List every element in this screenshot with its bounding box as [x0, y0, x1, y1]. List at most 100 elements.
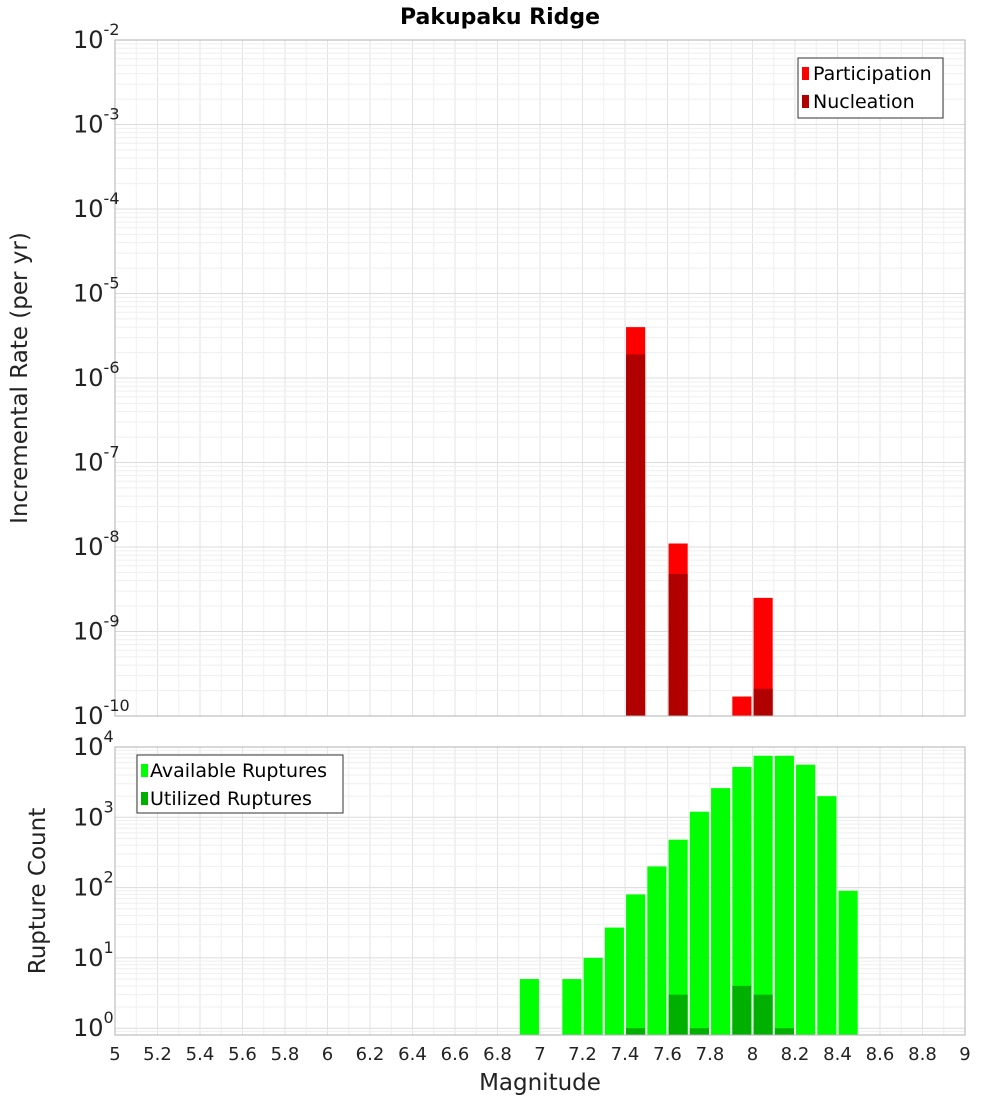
rate-legend-box	[797, 57, 944, 119]
rate-bar-series1	[732, 696, 752, 716]
count-bar-series1	[583, 957, 603, 1035]
x-tick-label: 8	[747, 1044, 758, 1065]
x-tick-label: 7.4	[611, 1044, 640, 1065]
rate-y-tick-label: 10-8	[73, 527, 120, 561]
tick-exponent: -7	[104, 443, 120, 462]
tick-base: 10	[73, 874, 104, 902]
count-bar-series2	[732, 985, 752, 1035]
legend-swatch-nucleation	[802, 95, 809, 108]
tick-exponent: -5	[104, 274, 120, 293]
x-axis-label: Magnitude	[479, 1070, 601, 1096]
x-tick-label: 5	[109, 1044, 120, 1065]
count-bar-series1	[838, 890, 858, 1035]
rate-y-tick-label: 10-9	[73, 612, 120, 646]
count-y-tick-label: 104	[73, 727, 114, 761]
tick-base: 10	[73, 533, 104, 561]
tick-exponent: -3	[104, 105, 120, 124]
count-bar-series1	[711, 788, 731, 1035]
tick-base: 10	[73, 944, 104, 972]
x-tick-label: 7	[534, 1044, 545, 1065]
count-bar-series1	[562, 979, 582, 1035]
rate-legend: Participation Nucleation	[797, 57, 944, 119]
count-bar-series1	[604, 927, 624, 1035]
x-tick-label: 5.4	[186, 1044, 215, 1065]
count-y-tick-label: 103	[73, 797, 114, 831]
tick-exponent: -4	[104, 189, 120, 208]
count-bar-series1	[519, 979, 539, 1035]
tick-exponent: 3	[104, 797, 114, 816]
count-bar-series1	[689, 811, 709, 1035]
tick-exponent: -8	[104, 527, 120, 546]
x-tick-label: 6.4	[398, 1044, 427, 1065]
tick-base: 10	[73, 195, 104, 223]
rate-bar-series2	[626, 354, 646, 716]
legend-label-nucleation: Nucleation	[813, 91, 915, 113]
x-tick-label: 6	[322, 1044, 333, 1065]
tick-exponent: -9	[104, 612, 120, 631]
tick-base: 10	[73, 364, 104, 392]
legend-label-participation: Participation	[813, 63, 932, 85]
count-x-ticks: 5 5.2 5.4 5.6 5.8 6 6.2 6.4 6.6 6.8 7 7.2 7.4 7.6 7.8 8…	[109, 1044, 970, 1065]
tick-base: 10	[73, 702, 104, 730]
count-y-tick-label: 101	[73, 938, 114, 972]
rate-bar-series1	[753, 597, 773, 716]
count-legend-box	[136, 754, 344, 814]
legend-swatch-participation	[802, 67, 809, 80]
x-tick-label: 5.8	[271, 1044, 300, 1065]
count-bar-series1	[753, 755, 773, 1035]
count-bar-series1	[796, 764, 816, 1035]
x-tick-label: 7.6	[653, 1044, 682, 1065]
tick-base: 10	[73, 803, 104, 831]
x-tick-label: 6.8	[483, 1044, 512, 1065]
legend-swatch-available	[141, 764, 148, 777]
count-bar-series1	[668, 839, 688, 1035]
tick-base: 10	[73, 111, 104, 139]
count-bar-series2	[668, 994, 688, 1035]
rate-bar-series2	[753, 688, 773, 716]
count-bar-series1	[732, 766, 752, 1035]
rate-y-axis-label: Incremental Rate (per yr)	[7, 232, 33, 524]
tick-base: 10	[73, 449, 104, 477]
count-legend: Available Ruptures Utilized Ruptures	[136, 754, 344, 814]
count-grid	[114, 746, 966, 1036]
legend-label-available: Available Ruptures	[150, 760, 327, 782]
rate-bar-series2	[668, 573, 688, 716]
tick-exponent: -2	[104, 20, 120, 39]
legend-swatch-utilized	[141, 792, 148, 805]
x-tick-label: 9	[959, 1044, 970, 1065]
count-bars	[519, 755, 858, 1035]
x-tick-label: 8.8	[908, 1044, 937, 1065]
tick-exponent: 2	[104, 868, 114, 887]
x-tick-label: 5.2	[143, 1044, 172, 1065]
count-bar-series1	[817, 796, 837, 1035]
x-tick-label: 6.2	[356, 1044, 385, 1065]
rate-plot-frame	[114, 39, 966, 717]
count-bar-series1	[774, 755, 794, 1035]
rate-y-tick-label: 10-7	[73, 443, 120, 477]
count-y-tick-label: 102	[73, 868, 114, 902]
tick-exponent: -6	[104, 358, 120, 377]
x-tick-label: 6.6	[441, 1044, 470, 1065]
rate-y-tick-label: 10-6	[73, 358, 120, 392]
tick-base: 10	[73, 733, 104, 761]
count-y-axis-label: Rupture Count	[25, 808, 51, 974]
tick-base: 10	[73, 280, 104, 308]
count-bar-series2	[626, 1028, 646, 1035]
tick-exponent: 0	[104, 1008, 114, 1027]
x-tick-label: 7.8	[696, 1044, 725, 1065]
count-bar-series2	[689, 1028, 709, 1035]
tick-base: 10	[73, 618, 104, 646]
rate-y-tick-label: 10-5	[73, 274, 120, 308]
tick-exponent: -10	[104, 696, 130, 715]
rate-grid	[114, 39, 966, 717]
count-bar-series2	[774, 1028, 794, 1035]
tick-exponent: 4	[104, 727, 114, 746]
x-tick-label: 7.2	[568, 1044, 597, 1065]
count-y-tick-label: 100	[73, 1008, 114, 1042]
